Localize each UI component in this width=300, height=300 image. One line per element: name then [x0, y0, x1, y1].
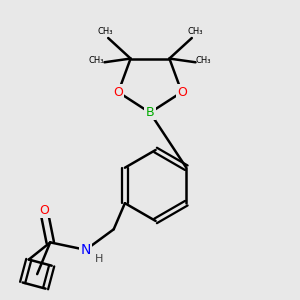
Text: O: O — [40, 204, 50, 217]
Text: CH₃: CH₃ — [196, 56, 212, 65]
Text: CH₃: CH₃ — [98, 27, 113, 36]
Text: N: N — [80, 243, 91, 257]
Text: O: O — [113, 85, 123, 99]
Text: CH₃: CH₃ — [187, 27, 203, 36]
Text: B: B — [146, 106, 154, 119]
Text: O: O — [177, 85, 187, 99]
Text: H: H — [94, 254, 103, 264]
Text: CH₃: CH₃ — [88, 56, 104, 65]
